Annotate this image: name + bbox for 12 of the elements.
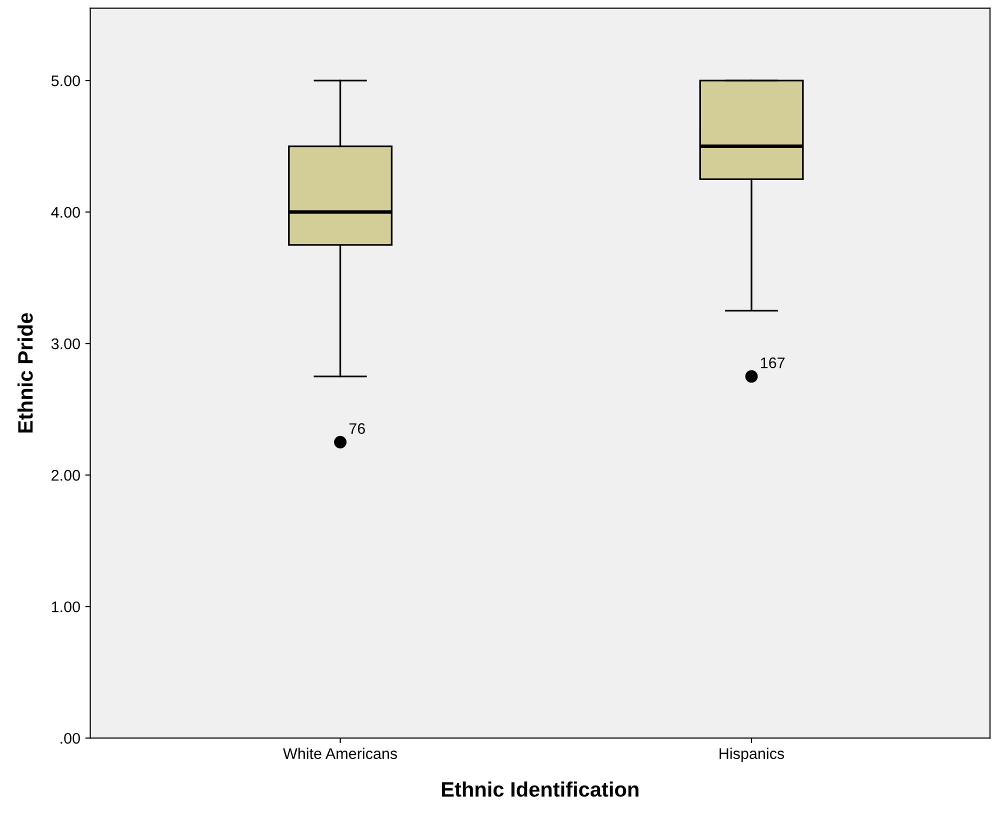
annotation: 167 [761, 357, 785, 368]
y-tick-label: .00 [60, 732, 80, 744]
y-axis-title: Ethnic Pride [18, 313, 33, 433]
y-tick-label: 5.00 [51, 75, 80, 86]
annotation: 76 [349, 423, 365, 434]
y-tick-label: 3.00 [51, 338, 80, 350]
x-tick-label: White Americans [283, 748, 398, 760]
y-tick-label: 2.00 [52, 470, 80, 481]
y-tick-label: 4.00 [51, 206, 80, 218]
x-axis-title: Ethnic Identification [442, 781, 638, 797]
y-tick-label: 1.00 [52, 601, 80, 612]
x-tick-label: Hispanics [720, 748, 784, 762]
